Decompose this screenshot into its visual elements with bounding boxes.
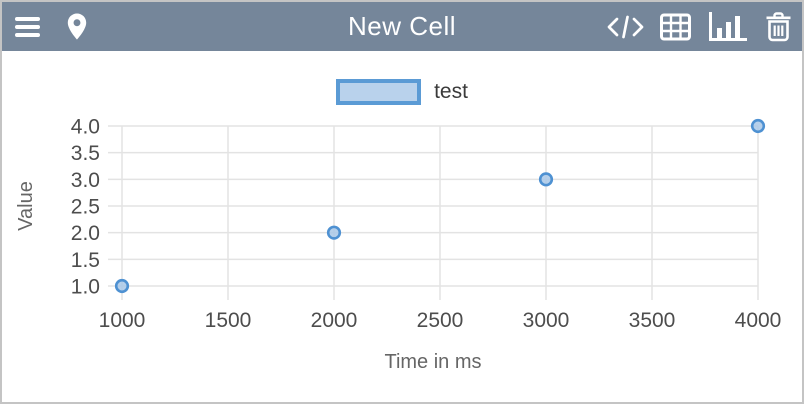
legend-label: test xyxy=(434,80,468,103)
y-tick-label: 2.5 xyxy=(71,196,100,219)
trash-icon xyxy=(766,11,791,41)
y-tick-label: 1.5 xyxy=(71,249,100,272)
x-tick-label: 3500 xyxy=(629,309,676,332)
y-tick-label: 4.0 xyxy=(71,116,100,139)
x-tick-label: 4000 xyxy=(735,309,782,332)
y-tick-label: 3.0 xyxy=(71,169,100,192)
chart-area: 1.0 1.5 2.0 2.5 3.0 3.5 4.0 1000 1500 2000 2500 300… xyxy=(2,110,802,402)
scatter-chart: 1.0 1.5 2.0 2.5 3.0 3.5 4.0 1000 1500 2000 2500 300… xyxy=(15,116,782,374)
legend-item-test[interactable]: test xyxy=(336,79,468,105)
location-pin-icon xyxy=(67,13,87,40)
x-tick-label: 1000 xyxy=(99,309,146,332)
header-left-icons xyxy=(15,13,88,40)
table-view-button[interactable] xyxy=(660,13,691,41)
location-button[interactable] xyxy=(66,13,88,40)
table-icon xyxy=(660,13,691,40)
header-right-icons xyxy=(607,11,792,42)
data-point[interactable] xyxy=(326,225,342,240)
y-tick-label: 2.0 xyxy=(71,222,100,245)
header-bar: New Cell xyxy=(2,2,802,51)
y-axis-title: Value xyxy=(15,181,37,231)
x-axis-title: Time in ms xyxy=(384,351,481,373)
chart-view-button[interactable] xyxy=(707,11,749,42)
y-tick-label: 1.0 xyxy=(71,276,100,299)
data-point[interactable] xyxy=(750,118,766,134)
y-tick-label: 3.5 xyxy=(71,142,100,165)
data-point[interactable] xyxy=(538,172,554,187)
chart-legend: test xyxy=(2,79,802,105)
code-view-button[interactable] xyxy=(607,14,644,40)
delete-cell-button[interactable] xyxy=(765,11,792,42)
x-tick-label: 2000 xyxy=(311,309,358,332)
menu-icon xyxy=(15,16,40,37)
x-tick-label: 3000 xyxy=(523,309,570,332)
bar-chart-icon xyxy=(709,11,747,41)
menu-button[interactable] xyxy=(15,16,40,38)
legend-swatch xyxy=(336,79,422,105)
x-tick-label: 2500 xyxy=(417,309,464,332)
data-point[interactable] xyxy=(114,278,130,294)
code-icon xyxy=(607,15,644,38)
x-tick-label: 1500 xyxy=(205,309,252,332)
